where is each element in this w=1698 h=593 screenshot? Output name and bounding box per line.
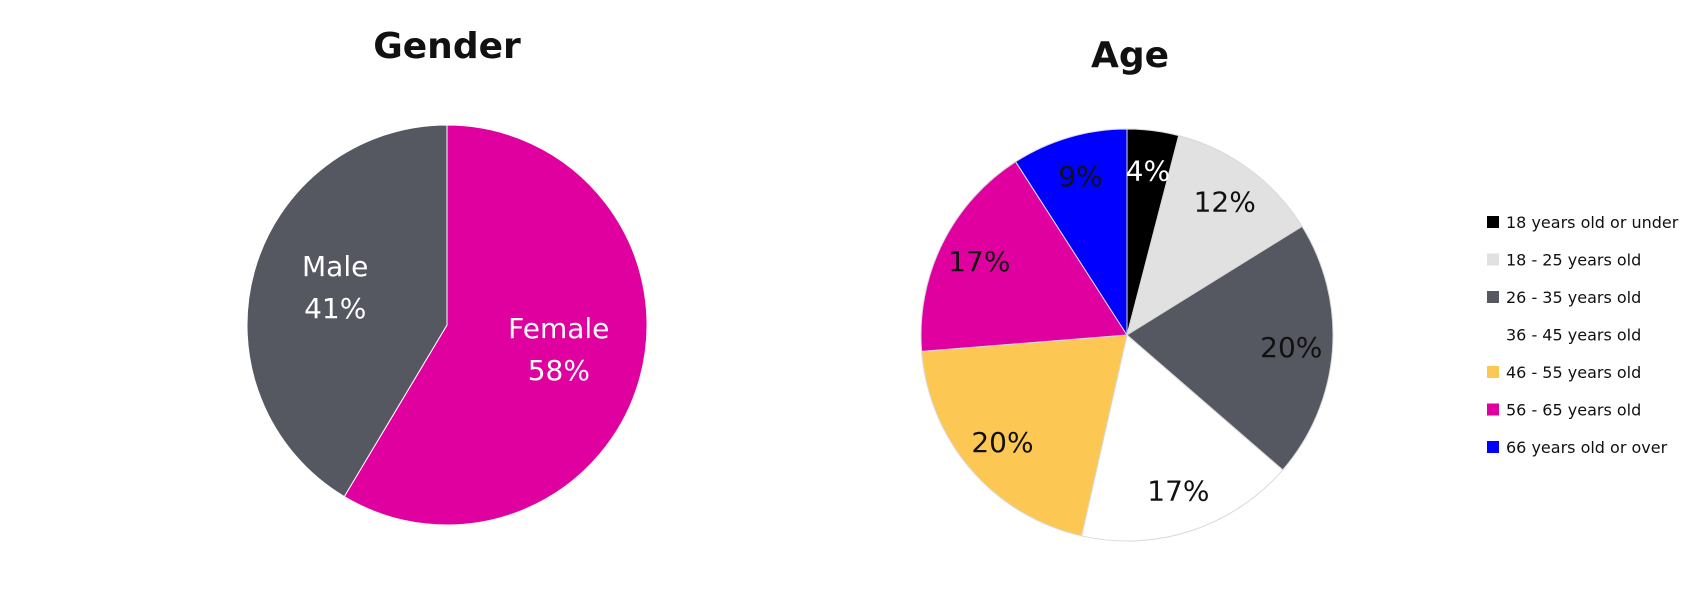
- age-slice-66-years-old-or-over: [1014, 128, 1128, 337]
- legend-swatch-56-65-years-old: [1487, 403, 1499, 416]
- age-chart-title: Age: [1091, 35, 1169, 76]
- gender-pie-chart: Gender Female 58% Male 41%: [246, 26, 648, 526]
- age-pie-chart: Age 4% 12% 20% 17% 20% 17% 9%: [920, 35, 1334, 542]
- legend-swatch-36-45-years-old: [1487, 328, 1499, 341]
- legend-label-18-25-years-old: 18 - 25 years old: [1506, 251, 1641, 270]
- age-value-18-years-old-or-under: 4%: [1126, 155, 1170, 188]
- age-legend: 18 years old or under 18 - 25 years old 26…: [1487, 213, 1679, 457]
- legend-swatch-18-25-years-old: [1487, 253, 1499, 266]
- gender-slice-female: [343, 124, 648, 526]
- age-slice-labels: 4% 12% 20% 17% 20% 17% 9%: [948, 155, 1322, 508]
- gender-label-male: Male: [302, 250, 368, 283]
- gender-slices: [246, 124, 648, 526]
- legend-label-18-years-old-or-under: 18 years old or under: [1506, 213, 1679, 232]
- gender-value-male: 41%: [304, 292, 366, 325]
- gender-slice-labels: Female 58% Male 41%: [302, 250, 609, 387]
- legend-label-66-years-old-or-over: 66 years old or over: [1506, 438, 1668, 457]
- legend-label-36-45-years-old: 36 - 45 years old: [1506, 326, 1641, 345]
- legend-label-56-65-years-old: 56 - 65 years old: [1506, 401, 1641, 420]
- legend-label-26-35-years-old: 26 - 35 years old: [1506, 288, 1641, 307]
- legend-swatch-46-55-years-old: [1487, 366, 1499, 378]
- age-value-36-45-years-old: 17%: [1147, 475, 1209, 508]
- legend-swatch-26-35-years-old: [1487, 291, 1499, 303]
- age-slice-26-35-years-old: [1126, 225, 1334, 471]
- age-slices: [920, 128, 1334, 542]
- gender-label-female: Female: [508, 312, 609, 345]
- age-value-46-55-years-old: 20%: [971, 426, 1033, 459]
- legend-swatch-18-years-old-or-under: [1487, 216, 1499, 228]
- gender-chart-title: Gender: [373, 26, 521, 67]
- gender-slice-male: [246, 124, 448, 498]
- age-slice-56-65-years-old: [920, 161, 1128, 352]
- gender-value-female: 58%: [528, 354, 590, 387]
- age-slice-18-25-years-old: [1126, 134, 1303, 337]
- age-slice-36-45-years-old: [1081, 334, 1284, 542]
- age-value-66-years-old-or-over: 9%: [1058, 160, 1102, 193]
- age-slice-46-55-years-old: [921, 334, 1128, 537]
- legend-swatch-66-years-old-or-over: [1487, 441, 1499, 453]
- age-value-18-25-years-old: 12%: [1194, 185, 1256, 218]
- age-value-26-35-years-old: 20%: [1260, 331, 1322, 364]
- legend-label-46-55-years-old: 46 - 55 years old: [1506, 363, 1641, 382]
- age-value-56-65-years-old: 17%: [948, 245, 1010, 278]
